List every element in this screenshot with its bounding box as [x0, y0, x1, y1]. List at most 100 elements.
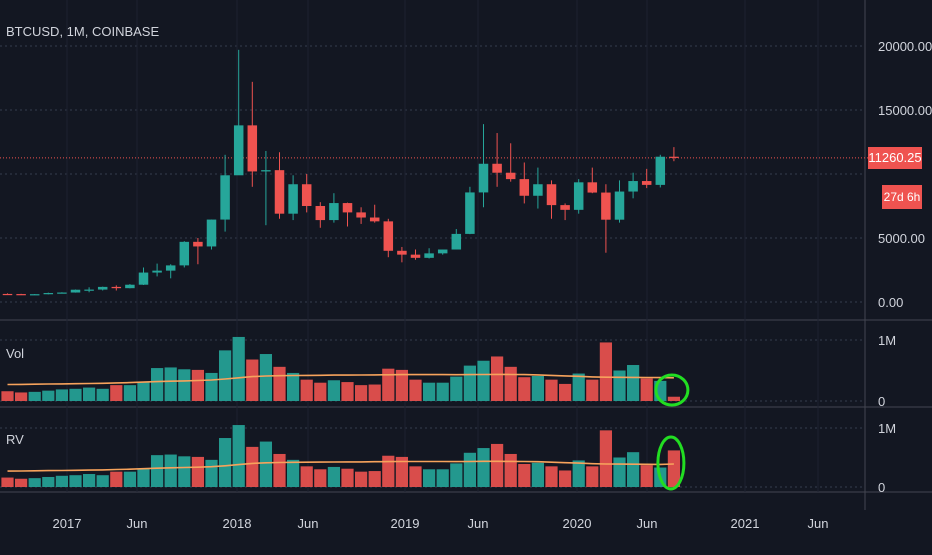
candle-body: [315, 206, 326, 221]
time-tick-label: 2021: [731, 516, 760, 531]
volume-bar: [667, 396, 680, 401]
candle-body: [43, 293, 54, 295]
candle-body: [165, 265, 176, 271]
candle-body: [614, 191, 625, 220]
volume-bar: [300, 379, 313, 401]
relvol-bar: [531, 462, 544, 487]
relvol-bar: [273, 453, 286, 487]
candle-body: [193, 241, 203, 247]
volume-bar: [531, 375, 544, 401]
relvol-pane-label: RV: [6, 432, 24, 447]
symbol-title: BTCUSD, 1M, COINBASE: [6, 24, 160, 39]
relvol-bar: [327, 466, 340, 487]
relvol-bar: [640, 465, 653, 487]
volume-bar: [436, 382, 449, 401]
candle-body: [152, 270, 162, 273]
volume-bar: [368, 384, 381, 401]
relvol-bar: [42, 476, 55, 487]
relvol-bar: [423, 469, 436, 487]
volume-bar: [640, 378, 653, 401]
volume-bar: [491, 356, 504, 401]
relvol-bar: [28, 478, 41, 487]
volume-bar: [409, 379, 422, 401]
volume-bar: [232, 336, 245, 401]
volume-pane-label: Vol: [6, 346, 25, 361]
volume-bar: [42, 390, 55, 401]
candle-body: [533, 184, 543, 196]
volume-bar: [151, 368, 164, 401]
relvol-bar: [300, 466, 313, 487]
candle-body: [125, 284, 135, 289]
volume-bar: [504, 366, 517, 401]
volume-bar: [627, 365, 640, 401]
relvol-bar: [477, 448, 490, 487]
relvol-bar: [463, 452, 476, 487]
volume-bar: [96, 388, 109, 401]
candle-body: [261, 170, 271, 172]
candle-body: [424, 253, 434, 258]
volume-bar: [219, 350, 232, 401]
candle-body: [97, 286, 108, 290]
time-tick-label: Jun: [808, 516, 829, 531]
candle-body: [288, 184, 298, 214]
volume-bar: [123, 385, 136, 401]
candle-body: [70, 289, 81, 293]
candle-body: [274, 170, 285, 214]
price-tick-label: 5000.00: [878, 231, 925, 246]
relvol-bar: [518, 463, 531, 487]
relvol-bar: [450, 463, 463, 487]
volume-bar: [110, 385, 123, 401]
candle-body: [111, 286, 122, 289]
time-tick-label: 2018: [223, 516, 252, 531]
relvol-bar: [232, 425, 245, 487]
volume-bar: [69, 388, 82, 401]
time-tick-label: 2017: [53, 516, 82, 531]
volume-bar: [287, 372, 300, 401]
candle-body: [84, 289, 94, 291]
relvol-bar: [436, 469, 449, 487]
volume-bar: [273, 366, 286, 401]
relvol-bar: [667, 450, 680, 487]
relvol-bar: [341, 468, 354, 487]
candle-body: [587, 182, 598, 193]
candle-body: [301, 184, 312, 206]
volume-bar: [545, 379, 558, 401]
volume-bar: [518, 377, 531, 401]
candle-body: [29, 294, 40, 296]
time-tick-label: 2019: [391, 516, 420, 531]
relvol-bar: [559, 470, 572, 487]
volume-bar: [423, 382, 436, 401]
volume-bar: [314, 382, 327, 401]
candle-body: [573, 182, 584, 210]
price-tick-label: 15000.00: [878, 103, 932, 118]
volume-bar: [191, 369, 204, 401]
relvol-bar: [613, 457, 626, 487]
volume-tick-label: 0: [878, 394, 885, 409]
volume-bar: [599, 342, 612, 401]
candle-body: [329, 203, 339, 221]
candle-body: [16, 294, 26, 296]
volume-bar: [572, 373, 585, 401]
candle-body: [492, 163, 502, 173]
candle-body: [560, 205, 570, 210]
relvol-bar: [491, 443, 504, 487]
candle-body: [356, 212, 366, 218]
candle-body: [179, 241, 190, 266]
volume-ma-line: [7, 373, 674, 386]
relvol-bar: [123, 471, 136, 487]
relvol-bar: [137, 468, 150, 487]
candle-body: [655, 156, 666, 185]
volume-bar: [559, 383, 572, 401]
candle-body: [437, 249, 448, 254]
candle-body: [138, 272, 149, 285]
relvol-bar: [382, 455, 395, 487]
candle-body: [369, 217, 380, 222]
relvol-bar: [151, 455, 164, 487]
relvol-ma-line: [7, 460, 674, 472]
candle-body: [465, 192, 475, 234]
candle-body: [505, 172, 516, 180]
volume-bar: [341, 382, 354, 401]
relvol-tick-label: 1M: [878, 421, 896, 436]
